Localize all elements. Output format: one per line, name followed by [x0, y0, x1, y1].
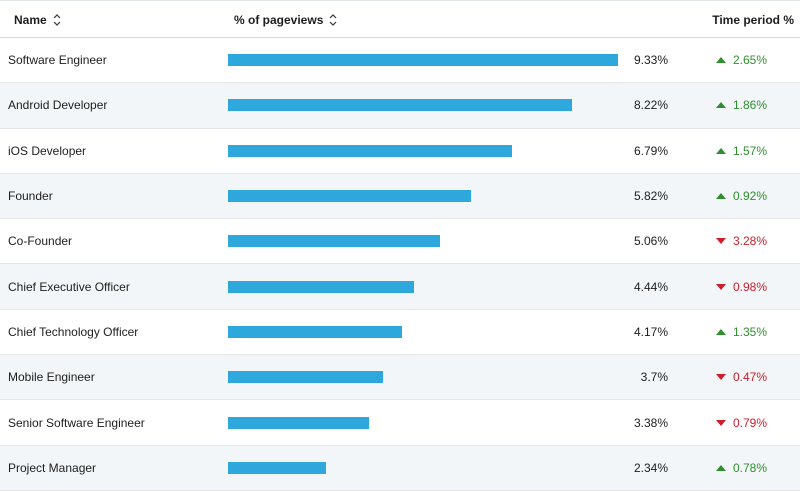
percent-value: 4.44%	[633, 279, 668, 294]
time-period-change: 2.65%	[716, 38, 767, 82]
triangle-up-icon	[716, 147, 726, 154]
change-value: 2.65%	[733, 53, 768, 68]
percent-value: 2.34%	[633, 460, 668, 475]
row-name: Software Engineer	[8, 53, 107, 68]
change-value: 0.78%	[733, 460, 768, 475]
time-period-change: 3.28%	[716, 219, 767, 263]
change-value: 0.47%	[733, 370, 768, 385]
table-row: Senior Software Engineer 3.38% 0.79%	[0, 400, 800, 446]
pageviews-bar	[228, 54, 618, 67]
change-value: 0.92%	[733, 189, 768, 204]
pageviews-column-label: % of pageviews	[234, 13, 324, 27]
table-row: Chief Executive Officer 4.44% 0.98%	[0, 264, 800, 310]
change-value: 0.79%	[733, 415, 768, 430]
triangle-down-icon	[716, 238, 726, 245]
time-period-change: 0.79%	[716, 400, 767, 444]
triangle-up-icon	[716, 464, 726, 471]
row-name: Android Developer	[8, 98, 108, 113]
percent-value: 8.22%	[633, 98, 668, 113]
triangle-down-icon	[716, 283, 726, 290]
time-period-change: 1.35%	[716, 310, 767, 354]
row-name: Founder	[8, 189, 53, 204]
triangle-up-icon	[716, 193, 726, 200]
bar-track	[228, 129, 620, 173]
time-period-change: 0.98%	[716, 264, 767, 308]
bar-track	[228, 446, 620, 490]
pageviews-bar	[228, 99, 572, 112]
table-row: iOS Developer 6.79% 1.57%	[0, 129, 800, 174]
percent-value: 3.38%	[633, 415, 668, 430]
pageviews-bar	[228, 325, 403, 338]
table-row: Android Developer 8.22% 1.86%	[0, 83, 800, 129]
percent-value: 5.82%	[633, 189, 668, 204]
bar-track	[228, 219, 620, 263]
triangle-down-icon	[716, 374, 726, 381]
sort-icon[interactable]	[328, 13, 338, 27]
time-period-change: 0.78%	[716, 446, 767, 490]
change-value: 1.57%	[733, 143, 768, 158]
change-value: 0.98%	[733, 279, 768, 294]
pageviews-bar	[228, 371, 383, 384]
pageviews-bar	[228, 280, 414, 293]
time-period-column-header: Time period %	[712, 1, 794, 39]
triangle-up-icon	[716, 102, 726, 109]
bar-track	[228, 38, 620, 82]
bar-track	[228, 400, 620, 444]
percent-value: 3.7%	[640, 370, 668, 385]
triangle-down-icon	[716, 419, 726, 426]
bar-track	[228, 83, 620, 127]
triangle-up-icon	[716, 57, 726, 64]
table-header: Name % of pageviews Time period %	[0, 0, 800, 38]
name-column-label: Name	[14, 13, 47, 27]
bar-track	[228, 174, 620, 218]
pageviews-bar	[228, 235, 440, 248]
table-row: Co-Founder 5.06% 3.28%	[0, 219, 800, 265]
time-period-change: 0.47%	[716, 355, 767, 399]
row-name: Chief Technology Officer	[8, 324, 139, 339]
triangle-up-icon	[716, 328, 726, 335]
table-body: Software Engineer 9.33% 2.65% Android Devel…	[0, 38, 800, 491]
table-row: Software Engineer 9.33% 2.65%	[0, 38, 800, 84]
percent-value: 6.79%	[633, 143, 668, 158]
table-row: Chief Technology Officer 4.17% 1.35%	[0, 310, 800, 356]
row-name: Senior Software Engineer	[8, 415, 145, 430]
pageviews-bar	[228, 416, 370, 429]
pageviews-column-header[interactable]: % of pageviews	[234, 1, 338, 39]
sort-icon[interactable]	[52, 13, 62, 27]
row-name: Mobile Engineer	[8, 370, 95, 385]
time-period-change: 1.86%	[716, 83, 767, 127]
row-name: iOS Developer	[8, 143, 87, 158]
pageviews-bar	[228, 190, 472, 203]
pageviews-bar	[228, 144, 512, 157]
change-value: 1.35%	[733, 324, 768, 339]
table-row: Project Manager 2.34% 0.78%	[0, 445, 800, 491]
time-period-column-label: Time period %	[712, 13, 794, 27]
bar-track	[228, 355, 620, 399]
row-name: Chief Executive Officer	[8, 279, 130, 294]
row-name: Project Manager	[8, 460, 97, 475]
time-period-change: 0.92%	[716, 174, 767, 218]
change-value: 3.28%	[733, 234, 768, 249]
name-column-header[interactable]: Name	[14, 1, 62, 39]
bar-track	[228, 310, 620, 354]
table-row: Mobile Engineer 3.7% 0.47%	[0, 355, 800, 401]
time-period-change: 1.57%	[716, 129, 767, 173]
percent-value: 9.33%	[633, 53, 668, 68]
table-row: Founder 5.82% 0.92%	[0, 173, 800, 220]
pageviews-bar	[228, 461, 326, 474]
bar-track	[228, 264, 620, 308]
percent-value: 5.06%	[633, 234, 668, 249]
percent-value: 4.17%	[633, 324, 668, 339]
change-value: 1.86%	[733, 98, 768, 113]
row-name: Co-Founder	[8, 234, 73, 249]
